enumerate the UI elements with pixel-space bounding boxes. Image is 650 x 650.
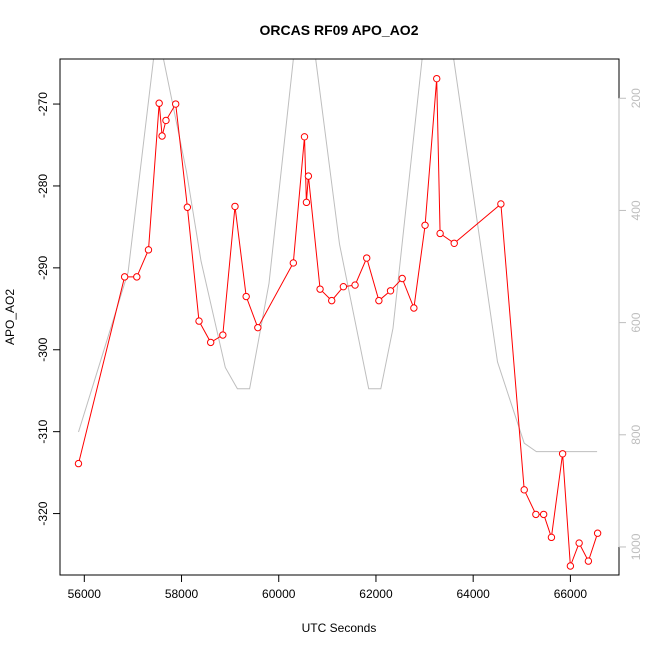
data-point	[302, 198, 311, 207]
data-point	[289, 259, 298, 267]
data-point	[328, 296, 336, 305]
data-point	[539, 510, 548, 519]
data-point	[144, 246, 153, 254]
data-point	[375, 296, 383, 305]
data-point	[584, 557, 593, 565]
x-tick-label: 66000	[554, 587, 588, 601]
data-point	[497, 200, 505, 208]
data-point	[242, 292, 250, 301]
x-tick-label: 62000	[359, 587, 393, 601]
gray-line	[78, 59, 598, 453]
y-axis-label: APO_AO2	[3, 289, 17, 345]
x-axis: 56000 58000 60000 62000 64000 66000	[68, 574, 588, 601]
data-point	[162, 116, 170, 125]
x-tick-label: 58000	[165, 587, 199, 601]
y-right-tick-label: 200	[629, 88, 643, 108]
y-tick-label: -290	[36, 256, 50, 280]
data-point	[547, 533, 556, 542]
x-tick-label: 64000	[456, 587, 490, 601]
data-point	[351, 281, 359, 289]
y-axis-right: 200 400 600 800 1000	[618, 88, 643, 560]
data-point	[520, 486, 528, 494]
y-tick-label: -270	[36, 92, 50, 116]
data-point	[171, 100, 180, 108]
data-point	[195, 317, 203, 325]
y-right-tick-label: 800	[629, 424, 643, 444]
data-point	[575, 539, 583, 547]
data-point	[410, 304, 418, 312]
x-tick-label: 56000	[68, 587, 102, 601]
y-tick-label: -320	[36, 501, 50, 525]
red-line	[78, 78, 599, 567]
y-tick-label: -280	[36, 174, 50, 198]
y-right-tick-label: 400	[629, 200, 643, 220]
data-point	[339, 282, 348, 291]
data-point	[120, 273, 129, 281]
data-point	[363, 254, 371, 262]
data-point	[155, 99, 163, 107]
data-point	[74, 459, 83, 468]
series-gray-line	[78, 59, 598, 453]
data-point	[566, 562, 575, 570]
data-point	[304, 172, 313, 180]
x-axis-label: UTC Seconds	[302, 621, 377, 635]
data-point	[433, 74, 441, 83]
data-point	[593, 529, 602, 537]
data-point	[316, 285, 324, 293]
data-point	[398, 274, 406, 283]
y-tick-label: -310	[36, 419, 50, 443]
data-point	[436, 229, 444, 238]
chart-title: ORCAS RF09 APO_AO2	[260, 22, 419, 38]
data-point	[532, 510, 540, 519]
data-point	[219, 331, 227, 339]
series-red-line	[74, 74, 602, 570]
data-point	[300, 133, 309, 141]
y-axis-left: -320 -310 -300 -290 -280 -270	[36, 92, 61, 526]
data-point	[254, 323, 262, 332]
y-right-tick-label: 1000	[629, 533, 643, 560]
data-point	[558, 450, 567, 458]
data-point	[133, 273, 141, 281]
data-point	[183, 203, 192, 211]
data-point	[206, 338, 215, 347]
x-tick-label: 60000	[262, 587, 296, 601]
data-point	[158, 132, 166, 140]
y-tick-label: -300	[36, 337, 50, 361]
data-point	[231, 202, 239, 211]
data-point	[386, 287, 395, 295]
y-right-tick-label: 600	[629, 312, 643, 332]
data-point	[421, 221, 429, 229]
data-point	[450, 239, 458, 247]
